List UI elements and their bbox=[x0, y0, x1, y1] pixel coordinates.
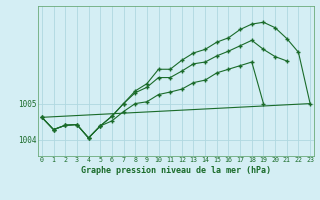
X-axis label: Graphe pression niveau de la mer (hPa): Graphe pression niveau de la mer (hPa) bbox=[81, 166, 271, 175]
